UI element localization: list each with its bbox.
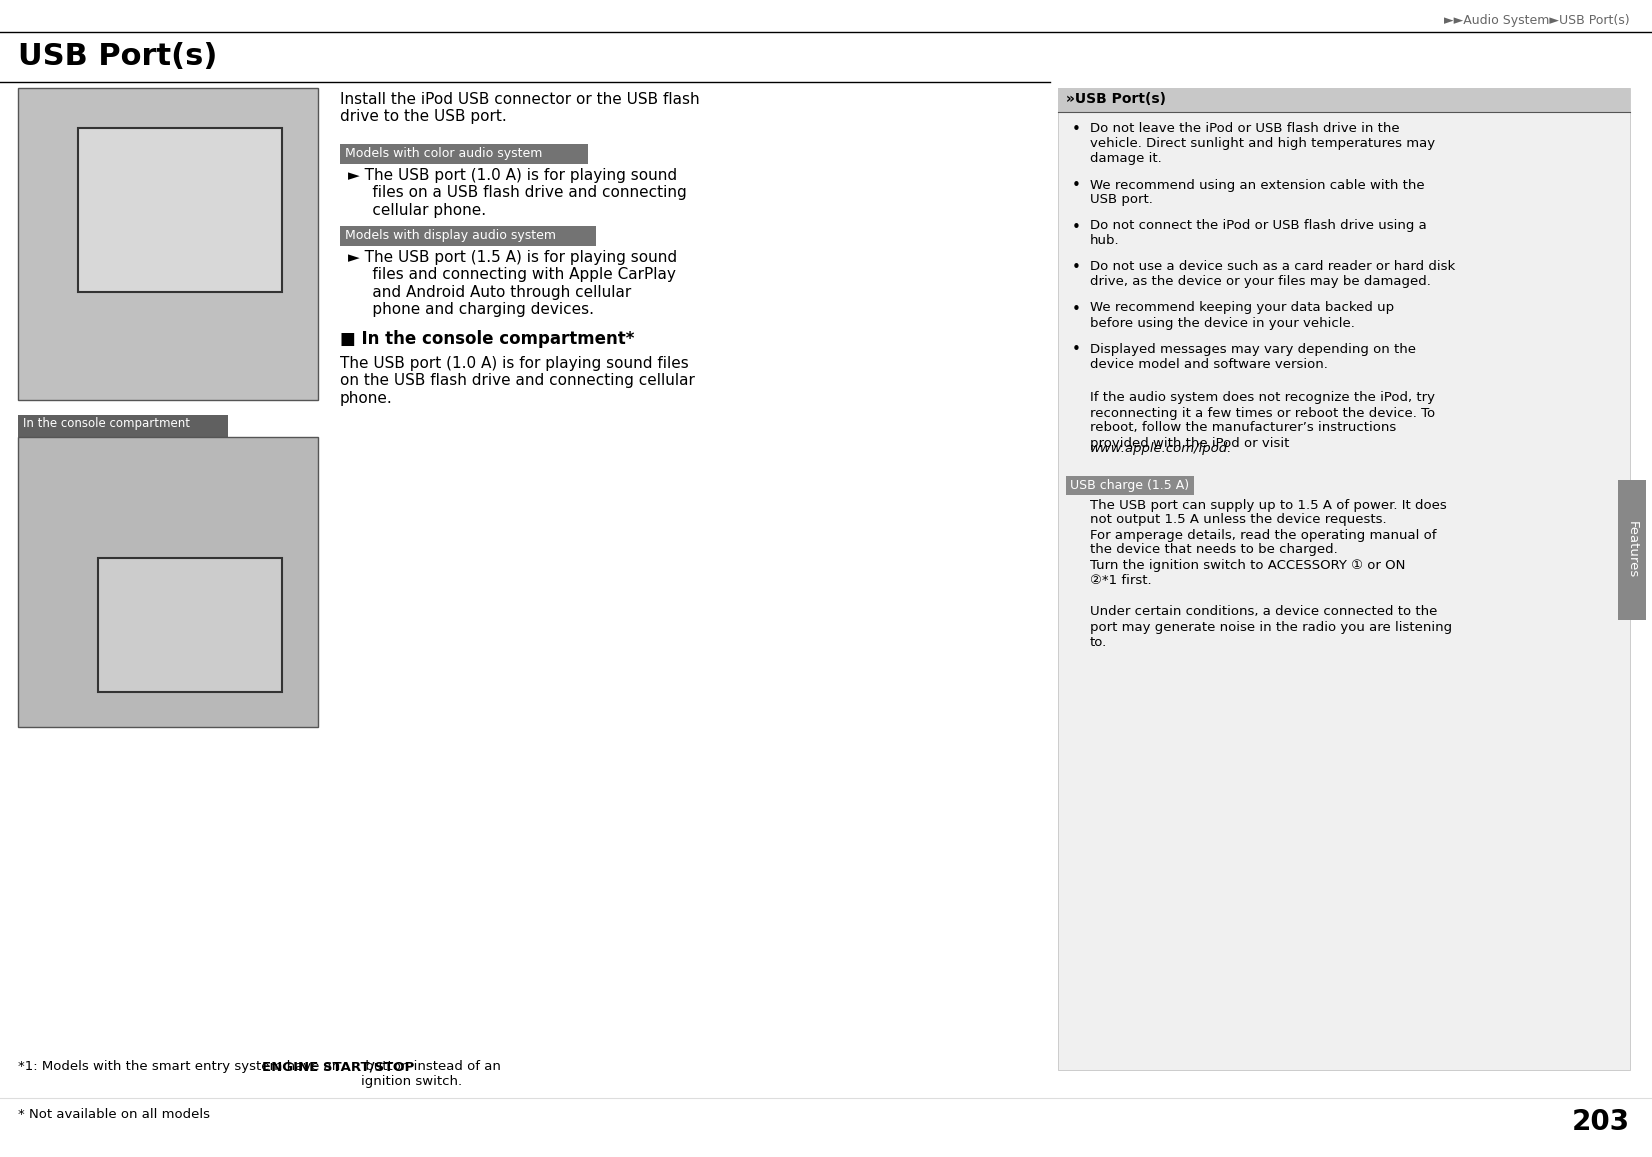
Text: Models with display audio system: Models with display audio system	[345, 229, 557, 242]
Text: * Not available on all models: * Not available on all models	[18, 1108, 210, 1121]
Text: •: •	[1072, 121, 1080, 137]
Text: Do not use a device such as a card reader or hard disk
drive, as the device or y: Do not use a device such as a card reade…	[1090, 260, 1455, 288]
Text: »USB Port(s): »USB Port(s)	[1066, 93, 1166, 106]
Text: button instead of an
ignition switch.: button instead of an ignition switch.	[362, 1060, 501, 1088]
Text: •: •	[1072, 220, 1080, 235]
Text: Install the iPod USB connector or the USB flash
drive to the USB port.: Install the iPod USB connector or the US…	[340, 93, 700, 125]
FancyBboxPatch shape	[18, 415, 228, 437]
Text: *1: Models with the smart entry system have an: *1: Models with the smart entry system h…	[18, 1060, 345, 1073]
Text: ►►Audio System►USB Port(s): ►►Audio System►USB Port(s)	[1444, 14, 1631, 27]
FancyBboxPatch shape	[18, 437, 317, 727]
Text: If the audio system does not recognize the iPod, try
reconnecting it a few times: If the audio system does not recognize t…	[1090, 391, 1436, 450]
Text: USB Port(s): USB Port(s)	[18, 42, 218, 71]
Text: Displayed messages may vary depending on the
device model and software version.: Displayed messages may vary depending on…	[1090, 342, 1416, 370]
Text: USB charge (1.5 A): USB charge (1.5 A)	[1070, 479, 1189, 492]
Text: 203: 203	[1571, 1108, 1631, 1136]
Text: Under certain conditions, a device connected to the
port may generate noise in t: Under certain conditions, a device conne…	[1090, 605, 1452, 649]
Text: In the console compartment: In the console compartment	[23, 417, 190, 430]
FancyBboxPatch shape	[18, 88, 317, 400]
FancyBboxPatch shape	[340, 143, 588, 164]
Text: Do not connect the iPod or USB flash drive using a
hub.: Do not connect the iPod or USB flash dri…	[1090, 220, 1427, 248]
FancyBboxPatch shape	[1057, 88, 1631, 1070]
Text: The USB port can supply up to 1.5 A of power. It does
not output 1.5 A unless th: The USB port can supply up to 1.5 A of p…	[1090, 499, 1447, 587]
FancyBboxPatch shape	[97, 558, 282, 692]
Text: ► The USB port (1.5 A) is for playing sound
     files and connecting with Apple: ► The USB port (1.5 A) is for playing so…	[349, 250, 677, 317]
Text: We recommend using an extension cable with the
USB port.: We recommend using an extension cable wi…	[1090, 178, 1424, 206]
Text: •: •	[1072, 342, 1080, 358]
Text: ■ In the console compartment*: ■ In the console compartment*	[340, 330, 634, 348]
FancyBboxPatch shape	[340, 226, 596, 246]
Text: Do not leave the iPod or USB flash drive in the
vehicle. Direct sunlight and hig: Do not leave the iPod or USB flash drive…	[1090, 121, 1436, 165]
FancyBboxPatch shape	[1057, 88, 1631, 112]
FancyBboxPatch shape	[1066, 476, 1194, 494]
Text: ► The USB port (1.0 A) is for playing sound
     files on a USB flash drive and : ► The USB port (1.0 A) is for playing so…	[349, 168, 687, 218]
Text: •: •	[1072, 178, 1080, 193]
Text: ENGINE START/STOP: ENGINE START/STOP	[263, 1060, 415, 1073]
Text: Models with color audio system: Models with color audio system	[345, 147, 542, 160]
Text: •: •	[1072, 260, 1080, 275]
Text: www.apple.com/ipod.: www.apple.com/ipod.	[1090, 442, 1232, 455]
FancyBboxPatch shape	[78, 128, 282, 292]
Text: We recommend keeping your data backed up
before using the device in your vehicle: We recommend keeping your data backed up…	[1090, 302, 1394, 330]
Text: Features: Features	[1626, 522, 1639, 578]
Text: •: •	[1072, 302, 1080, 317]
Text: The USB port (1.0 A) is for playing sound files
on the USB flash drive and conne: The USB port (1.0 A) is for playing soun…	[340, 356, 695, 406]
FancyBboxPatch shape	[1617, 480, 1645, 620]
